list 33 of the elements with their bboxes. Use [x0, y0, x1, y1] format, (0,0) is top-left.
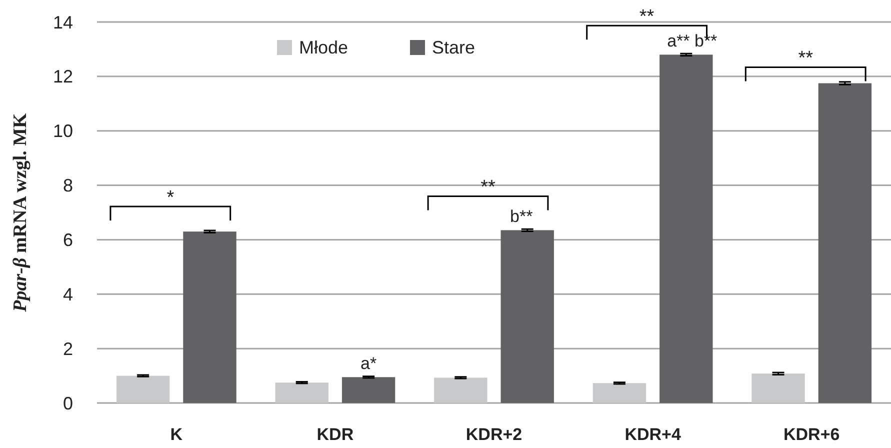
bar: [434, 378, 488, 403]
annotation: a** b**: [667, 32, 718, 51]
y-tick-label: 8: [62, 176, 73, 196]
y-tick-label: 14: [52, 12, 73, 32]
annotation: *: [166, 188, 175, 209]
legend-label: Młode: [299, 37, 348, 58]
y-tick-label: 6: [62, 230, 73, 250]
x-tick-label: KDR: [316, 425, 354, 444]
annotation: a*: [360, 354, 377, 374]
y-tick-label: 10: [52, 121, 73, 142]
bar: [500, 230, 554, 403]
bar: [183, 232, 236, 403]
bar: [818, 83, 872, 403]
bar: [275, 382, 328, 403]
y-tick-label: 2: [62, 338, 73, 359]
y-tick-label: 0: [62, 393, 73, 414]
y-tick-label: 12: [52, 66, 73, 87]
x-tick-label: KDR+4: [624, 425, 682, 444]
bar: [116, 376, 170, 403]
annotation: **: [480, 177, 496, 198]
annotation: **: [639, 6, 655, 28]
x-tick-label: KDR+6: [783, 425, 840, 444]
bar: [342, 377, 396, 403]
y-axis-title: Ppar-β mRNA wzgl. MK: [10, 112, 31, 313]
legend-label: Stare: [432, 37, 476, 58]
bar: [752, 374, 805, 403]
annotation: **: [798, 48, 814, 70]
y-tick-label: 4: [62, 284, 73, 304]
bar: [592, 383, 646, 403]
x-tick-label: K: [170, 425, 184, 444]
annotation: b**: [510, 207, 534, 226]
bar: [660, 54, 713, 403]
x-tick-label: KDR+2: [466, 425, 522, 444]
